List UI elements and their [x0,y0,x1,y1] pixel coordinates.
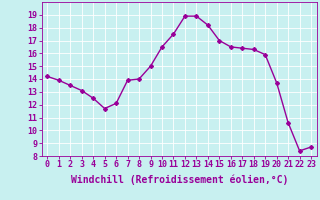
X-axis label: Windchill (Refroidissement éolien,°C): Windchill (Refroidissement éolien,°C) [70,175,288,185]
